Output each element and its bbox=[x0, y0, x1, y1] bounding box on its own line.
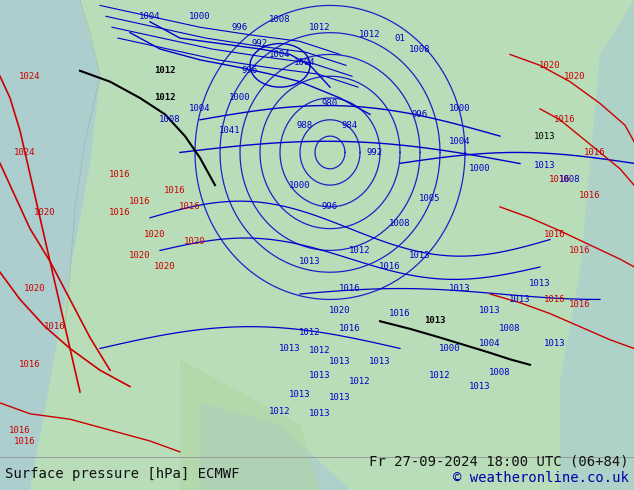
Text: 1012: 1012 bbox=[429, 371, 451, 380]
Text: 1008: 1008 bbox=[389, 219, 411, 228]
Text: 1020: 1020 bbox=[145, 230, 165, 239]
Text: 1020: 1020 bbox=[540, 61, 560, 70]
Text: Surface pressure [hPa] ECMWF: Surface pressure [hPa] ECMWF bbox=[5, 467, 240, 481]
Text: 1013: 1013 bbox=[410, 251, 430, 260]
Text: 996: 996 bbox=[412, 110, 428, 119]
Text: 1016: 1016 bbox=[339, 324, 361, 333]
Text: 1013: 1013 bbox=[450, 284, 471, 293]
Text: 1013: 1013 bbox=[469, 382, 491, 391]
Text: 988: 988 bbox=[297, 121, 313, 130]
Text: 1016: 1016 bbox=[109, 170, 131, 179]
Text: 1013: 1013 bbox=[534, 132, 556, 141]
Text: 1016: 1016 bbox=[569, 246, 591, 255]
Text: 1016: 1016 bbox=[585, 148, 605, 157]
Text: 1012: 1012 bbox=[359, 30, 381, 39]
Text: 1004: 1004 bbox=[139, 12, 161, 21]
Text: 1013: 1013 bbox=[529, 279, 551, 288]
Text: 984: 984 bbox=[342, 121, 358, 130]
Text: 1020: 1020 bbox=[564, 72, 586, 81]
Text: 1016: 1016 bbox=[129, 197, 151, 206]
Text: 1004: 1004 bbox=[269, 50, 291, 59]
Text: 1020: 1020 bbox=[184, 237, 206, 246]
Text: 1016: 1016 bbox=[164, 186, 186, 195]
Text: 1016: 1016 bbox=[379, 262, 401, 271]
Text: 1013: 1013 bbox=[369, 357, 391, 366]
Text: 1016: 1016 bbox=[544, 295, 566, 304]
Text: 1013: 1013 bbox=[309, 371, 331, 380]
Text: 1008: 1008 bbox=[499, 324, 521, 333]
Text: 1000: 1000 bbox=[450, 104, 471, 113]
Polygon shape bbox=[560, 0, 634, 490]
Text: 1016: 1016 bbox=[19, 360, 41, 369]
Text: 1013: 1013 bbox=[309, 409, 331, 418]
Text: 1020: 1020 bbox=[329, 306, 351, 315]
Text: 1012: 1012 bbox=[309, 346, 331, 355]
Text: 1012: 1012 bbox=[349, 377, 371, 386]
Polygon shape bbox=[180, 359, 320, 490]
Text: 1016: 1016 bbox=[569, 300, 591, 309]
Text: 1041: 1041 bbox=[219, 126, 241, 135]
Text: 1020: 1020 bbox=[129, 251, 151, 260]
Text: 1008: 1008 bbox=[410, 45, 430, 53]
Text: 1000: 1000 bbox=[439, 344, 461, 353]
Text: 1013: 1013 bbox=[544, 339, 566, 347]
Text: 1012: 1012 bbox=[349, 246, 371, 255]
Text: 1016: 1016 bbox=[389, 309, 411, 318]
Text: 1024: 1024 bbox=[14, 148, 36, 157]
Text: 1016: 1016 bbox=[14, 437, 36, 445]
Text: 1012: 1012 bbox=[269, 407, 291, 416]
Text: 1020: 1020 bbox=[34, 208, 56, 217]
Text: 1024: 1024 bbox=[19, 72, 41, 81]
Text: 1016: 1016 bbox=[109, 208, 131, 217]
Text: 996: 996 bbox=[242, 66, 258, 75]
Text: 1008: 1008 bbox=[159, 115, 181, 124]
Text: 1005: 1005 bbox=[419, 194, 441, 203]
Text: Fr 27-09-2024 18:00 UTC (06+84): Fr 27-09-2024 18:00 UTC (06+84) bbox=[370, 454, 629, 468]
Text: 1000: 1000 bbox=[469, 164, 491, 173]
Text: 1012: 1012 bbox=[299, 328, 321, 337]
Polygon shape bbox=[200, 403, 350, 490]
Text: 1016: 1016 bbox=[554, 115, 576, 124]
Text: 1004: 1004 bbox=[479, 339, 501, 347]
Text: 1016: 1016 bbox=[10, 426, 31, 435]
Text: 1008: 1008 bbox=[559, 175, 581, 184]
Text: 996: 996 bbox=[322, 202, 338, 211]
Text: 1016: 1016 bbox=[544, 230, 566, 239]
Text: 1013: 1013 bbox=[424, 316, 446, 325]
Text: 980: 980 bbox=[322, 99, 338, 108]
Text: 1008: 1008 bbox=[269, 15, 291, 24]
Text: 1013: 1013 bbox=[289, 390, 311, 399]
Text: 1013: 1013 bbox=[299, 257, 321, 266]
Text: 1016: 1016 bbox=[339, 284, 361, 293]
Text: 1013: 1013 bbox=[279, 344, 301, 353]
Text: 992: 992 bbox=[252, 39, 268, 48]
Text: 1013: 1013 bbox=[534, 161, 556, 170]
Text: 1013: 1013 bbox=[509, 295, 531, 304]
Text: 1016: 1016 bbox=[549, 175, 571, 184]
Text: 1012: 1012 bbox=[309, 23, 331, 32]
Text: 992: 992 bbox=[367, 148, 383, 157]
Text: 1008: 1008 bbox=[489, 368, 511, 377]
Text: 1016: 1016 bbox=[44, 322, 66, 331]
Polygon shape bbox=[0, 0, 100, 490]
Text: 1012: 1012 bbox=[154, 66, 176, 75]
Text: 1013: 1013 bbox=[329, 357, 351, 366]
Text: 1016: 1016 bbox=[179, 202, 201, 211]
Text: 1000: 1000 bbox=[190, 12, 210, 21]
Text: 1000: 1000 bbox=[230, 94, 251, 102]
Text: 1020: 1020 bbox=[154, 262, 176, 271]
Text: 1013: 1013 bbox=[479, 306, 501, 315]
Text: 1004: 1004 bbox=[294, 57, 316, 67]
Text: 1016: 1016 bbox=[579, 192, 601, 200]
Text: © weatheronline.co.uk: © weatheronline.co.uk bbox=[453, 470, 629, 485]
Text: 01: 01 bbox=[394, 34, 405, 43]
Text: 1013: 1013 bbox=[329, 393, 351, 402]
Text: 1012: 1012 bbox=[154, 94, 176, 102]
Text: 1000: 1000 bbox=[289, 181, 311, 190]
Text: 1020: 1020 bbox=[24, 284, 46, 293]
Text: 1004: 1004 bbox=[190, 104, 210, 113]
Text: 996: 996 bbox=[232, 23, 248, 32]
Text: 1004: 1004 bbox=[450, 137, 471, 146]
